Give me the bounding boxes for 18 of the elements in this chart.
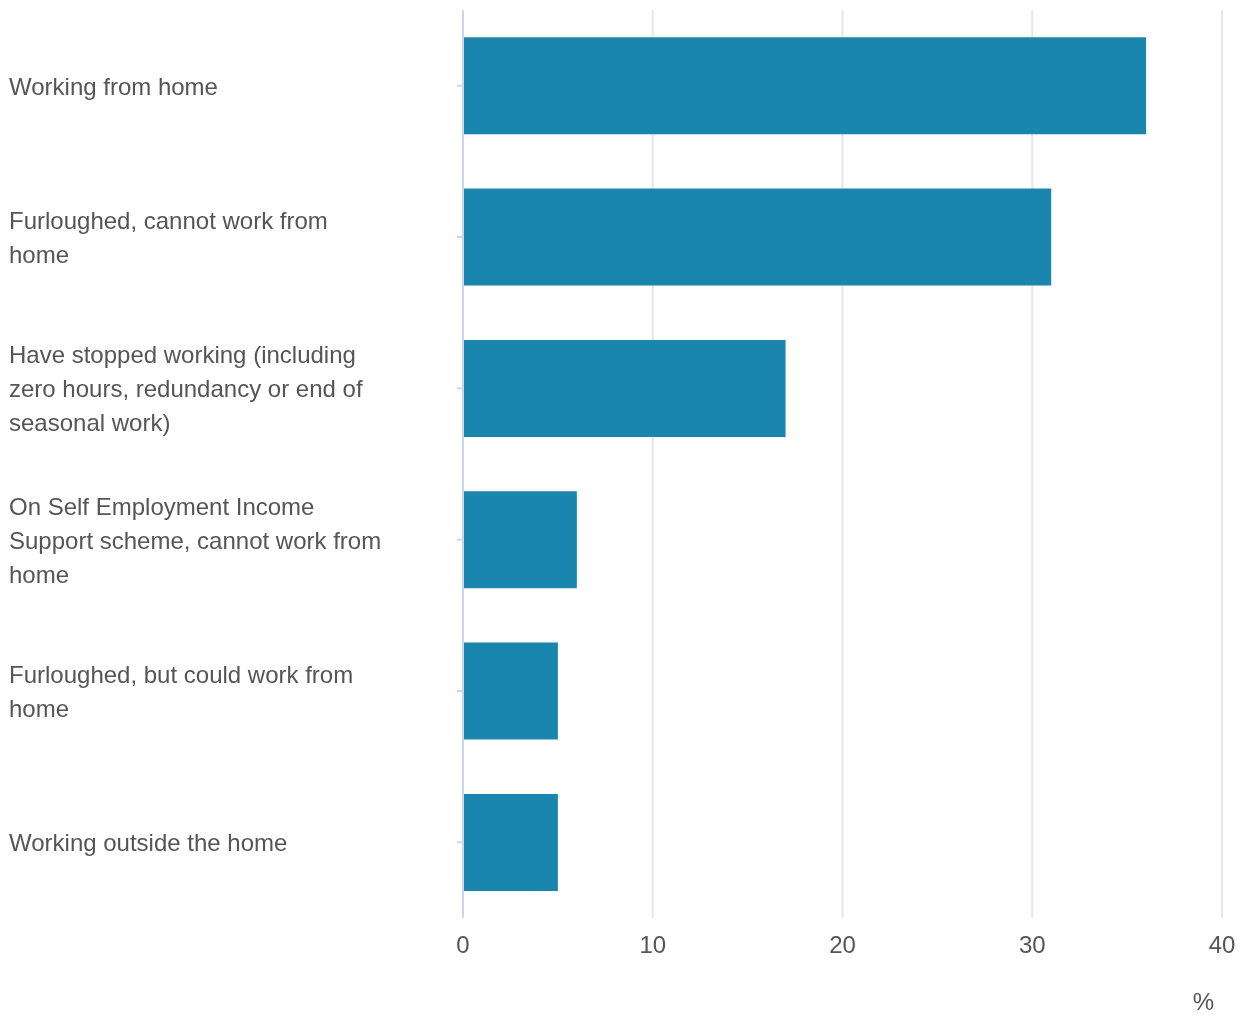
y-tick-label: Furloughed, but could work from home — [9, 660, 354, 722]
y-tick-label: Working from home — [9, 72, 218, 100]
y-tick-label: Working outside the home — [9, 828, 288, 856]
x-axis-title: % — [1192, 988, 1214, 1015]
y-tick-label: Furloughed, cannot work from home — [9, 206, 328, 268]
y-tick-label: Have stopped working (including zero hours, redundancy or end of seasonal work) — [9, 340, 363, 436]
x-tick-label: 20 — [829, 931, 856, 959]
x-tick-label: 10 — [639, 931, 667, 959]
bar — [463, 188, 1052, 286]
y-tick-label: On Self Employment Income Support scheme, cannot work from home — [9, 492, 382, 588]
bar — [463, 642, 558, 740]
bar — [463, 793, 558, 891]
bar — [463, 37, 1147, 135]
bar — [463, 339, 786, 437]
x-tick-label: 0 — [456, 931, 470, 959]
bar — [463, 491, 577, 589]
x-tick-label: 40 — [1208, 931, 1236, 959]
x-tick-label: 30 — [1018, 931, 1046, 959]
